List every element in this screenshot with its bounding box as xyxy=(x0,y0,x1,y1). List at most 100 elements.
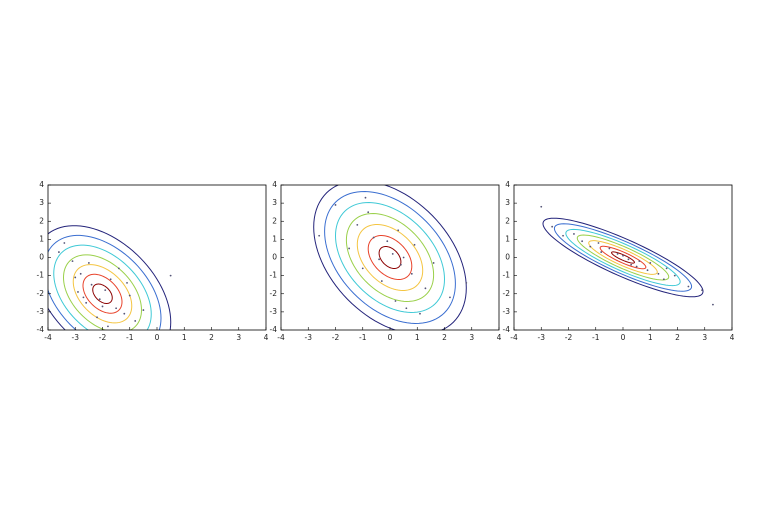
y-tick-label: 3 xyxy=(39,198,44,207)
x-tick-label: 4 xyxy=(264,333,269,342)
x-tick-label: 1 xyxy=(648,333,653,342)
y-tick-label: -3 xyxy=(503,307,511,316)
y-tick-label: 4 xyxy=(505,180,510,189)
scatter-point xyxy=(662,278,665,281)
scatter-point xyxy=(107,325,109,328)
y-tick-label: 1 xyxy=(272,234,277,243)
scatter-point xyxy=(126,281,128,284)
y-tick-label: 3 xyxy=(505,198,510,207)
scatter-point xyxy=(665,267,668,270)
scatter-point xyxy=(82,296,85,299)
panel: -4 -3 -2 -1 0 1 2 3 4 -4 -3 -2 -1 0 1 2 3 4 xyxy=(503,180,735,342)
x-tick-label: 4 xyxy=(730,333,735,342)
scatter-point xyxy=(616,252,619,255)
scatter-point xyxy=(608,247,611,250)
y-tick-label: -2 xyxy=(270,289,278,298)
scatter-point xyxy=(551,225,554,228)
scatter-point xyxy=(58,251,60,253)
x-tick-label: -2 xyxy=(332,333,340,342)
x-tick-label: 3 xyxy=(702,333,707,342)
scatter-point xyxy=(432,262,435,264)
scatter-point xyxy=(562,234,564,237)
y-tick-label: -3 xyxy=(37,307,45,316)
scatter-point xyxy=(413,243,416,246)
scatter-point xyxy=(85,301,88,304)
contour-line xyxy=(53,244,152,330)
scatter-point xyxy=(87,262,90,264)
x-tick-label: -1 xyxy=(126,333,134,342)
contour-line xyxy=(378,246,402,269)
axes-frame xyxy=(47,184,267,331)
y-tick-label: -1 xyxy=(270,271,278,280)
plot-area xyxy=(540,205,714,306)
scatter-point xyxy=(334,204,337,206)
scatter-point xyxy=(589,245,592,248)
scatter-point xyxy=(104,289,107,292)
scatter-point xyxy=(627,258,630,261)
x-tick-label: 2 xyxy=(209,333,214,342)
scatter-point xyxy=(465,281,468,284)
y-tick-label: 1 xyxy=(39,234,44,243)
scatter-point xyxy=(115,307,118,310)
scatter-point xyxy=(622,254,624,257)
plot-area xyxy=(48,225,172,330)
x-tick-label: -4 xyxy=(277,333,285,342)
contour-line xyxy=(542,217,704,298)
scatter-point xyxy=(600,251,603,253)
x-tick-label: -3 xyxy=(538,333,546,342)
x-tick-label: 2 xyxy=(675,333,680,342)
scatter-point xyxy=(540,205,543,208)
scatter-point xyxy=(367,211,370,214)
contour-line xyxy=(356,224,424,291)
y-tick-label: 4 xyxy=(272,180,277,189)
y-tick-label: -2 xyxy=(37,289,45,298)
scatter-point xyxy=(361,267,364,270)
contour-line xyxy=(313,185,467,330)
scatter-point xyxy=(649,262,652,264)
scatter-point xyxy=(701,289,703,292)
x-tick-label: 3 xyxy=(236,333,241,342)
y-tick-label: 2 xyxy=(272,216,277,225)
scatter-point xyxy=(101,305,104,308)
axes-frame xyxy=(513,184,733,331)
x-tick-label: 0 xyxy=(388,333,393,342)
scatter-point xyxy=(74,276,77,279)
scatter-point xyxy=(391,252,394,255)
scatter-point xyxy=(372,236,375,239)
scatter-point xyxy=(77,291,79,293)
x-tick-label: -3 xyxy=(305,333,313,342)
contour-line xyxy=(72,264,133,324)
scatter-point xyxy=(109,278,112,281)
x-tick-label: -4 xyxy=(510,333,518,342)
scatter-point xyxy=(410,272,413,275)
contour-line xyxy=(576,234,670,281)
scatter-point xyxy=(424,287,427,290)
scatter-point xyxy=(397,229,400,232)
scatter-point xyxy=(419,312,421,315)
y-tick-label: -1 xyxy=(37,271,45,280)
y-tick-label: 2 xyxy=(505,216,510,225)
x-tick-label: -2 xyxy=(99,333,107,342)
x-tick-label: 1 xyxy=(182,333,187,342)
scatter-point xyxy=(380,280,383,282)
contour-line xyxy=(345,213,435,302)
panel: -4 -3 -2 -1 0 1 2 3 4 -4 -3 -2 -1 0 1 2 3 4 xyxy=(37,180,269,342)
x-tick-label: -4 xyxy=(44,333,52,342)
x-tick-label: 0 xyxy=(621,333,626,342)
panel: -4 -3 -2 -1 0 1 2 3 4 -4 -3 -2 -1 0 1 2 3 4 xyxy=(270,180,502,342)
scatter-point xyxy=(123,312,126,315)
contour-line xyxy=(553,223,693,292)
scatter-point xyxy=(79,272,82,275)
contour-line xyxy=(82,273,123,314)
scatter-point xyxy=(687,285,690,288)
contour-line xyxy=(324,191,456,324)
scatter-point xyxy=(635,265,638,268)
x-tick-label: -1 xyxy=(359,333,367,342)
x-tick-label: -3 xyxy=(72,333,80,342)
contour-line xyxy=(611,251,635,264)
y-tick-label: -4 xyxy=(270,325,278,334)
plot-area xyxy=(313,185,468,330)
scatter-point xyxy=(142,309,145,311)
scatter-point xyxy=(449,296,451,299)
scatter-point xyxy=(169,274,172,277)
